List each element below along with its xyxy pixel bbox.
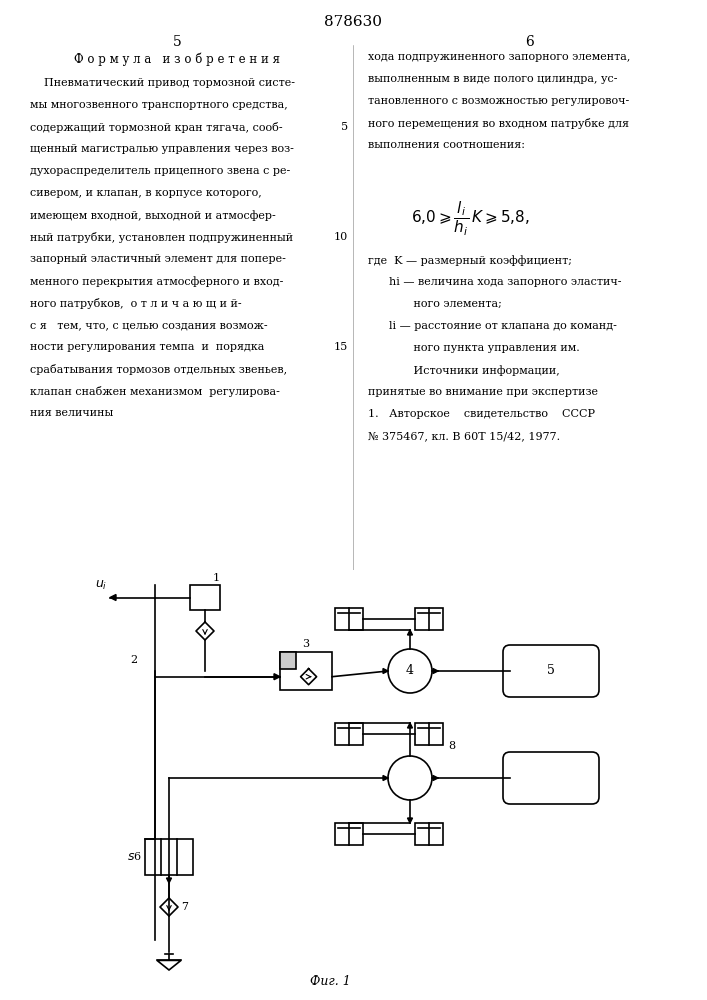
Text: $s$: $s$ (127, 850, 135, 863)
Text: 4: 4 (406, 664, 414, 678)
Text: духораспределитель прицепного звена с ре-: духораспределитель прицепного звена с ре… (30, 166, 291, 176)
Bar (335, 608, 363, 630)
Polygon shape (274, 674, 280, 680)
Polygon shape (433, 668, 438, 674)
Bar (280, 652, 296, 669)
Text: 5: 5 (547, 664, 555, 678)
Bar (335, 823, 363, 845)
Polygon shape (407, 818, 412, 823)
Text: имеющем входной, выходной и атмосфер-: имеющем входной, выходной и атмосфер- (30, 210, 276, 221)
Text: ного патрубков,  о т л и ч а ю щ и й-: ного патрубков, о т л и ч а ю щ и й- (30, 298, 242, 309)
Text: выполненным в виде полого цилиндра, ус-: выполненным в виде полого цилиндра, ус- (368, 74, 617, 84)
Polygon shape (110, 594, 116, 600)
Bar (415, 823, 443, 845)
Text: ного перемещения во входном патрубке для: ного перемещения во входном патрубке для (368, 118, 629, 129)
Text: 878630: 878630 (324, 15, 382, 29)
Text: запорный эластичный элемент для попере-: запорный эластичный элемент для попере- (30, 254, 286, 264)
Polygon shape (433, 776, 438, 780)
FancyBboxPatch shape (503, 645, 599, 697)
Text: Пневматический привод тормозной систе-: Пневматический привод тормозной систе- (30, 78, 295, 88)
Text: мы многозвенного транспортного средства,: мы многозвенного транспортного средства, (30, 100, 288, 110)
Text: Ф о р м у л а   и з о б р е т е н и я: Ф о р м у л а и з о б р е т е н и я (74, 52, 280, 66)
Polygon shape (167, 878, 172, 883)
Text: содержащий тормозной кран тягача, сооб-: содержащий тормозной кран тягача, сооб- (30, 122, 283, 133)
Text: щенный магистралью управления через воз-: щенный магистралью управления через воз- (30, 144, 294, 154)
Text: ния величины: ния величины (30, 408, 113, 418)
Text: № 375467, кл. В 60Т 15/42, 1977.: № 375467, кл. В 60Т 15/42, 1977. (368, 431, 560, 441)
Bar (190, 585, 220, 610)
Text: срабатывания тормозов отдельных звеньев,: срабатывания тормозов отдельных звеньев, (30, 364, 287, 375)
Text: сивером, и клапан, в корпусе которого,: сивером, и клапан, в корпусе которого, (30, 188, 262, 198)
Bar (280, 652, 332, 690)
Polygon shape (157, 960, 181, 970)
Text: $u_i$: $u_i$ (95, 579, 107, 592)
Text: ный патрубки, установлен подпружиненный: ный патрубки, установлен подпружиненный (30, 232, 293, 243)
Polygon shape (407, 630, 412, 635)
Text: Источники информации,: Источники информации, (368, 365, 560, 376)
Text: Фиг. 1: Фиг. 1 (310, 975, 351, 988)
Text: принятые во внимание при экспертизе: принятые во внимание при экспертизе (368, 387, 598, 397)
Bar (145, 839, 193, 875)
Polygon shape (383, 776, 388, 780)
Text: 15: 15 (334, 342, 348, 352)
Text: 3: 3 (303, 639, 310, 649)
Text: менного перекрытия атмосферного и вход-: менного перекрытия атмосферного и вход- (30, 276, 284, 287)
Polygon shape (383, 668, 388, 674)
Text: 1.   Авторское    свидетельство    СССР: 1. Авторское свидетельство СССР (368, 409, 595, 419)
Bar (415, 723, 443, 745)
Text: 6: 6 (525, 35, 534, 49)
Text: с я   тем, что, с целью создания возмож-: с я тем, что, с целью создания возмож- (30, 320, 268, 330)
Text: 6: 6 (133, 852, 140, 862)
Text: $6{,}0 \geqslant \dfrac{l_i}{h_i}\, K \geqslant 5{,}8,$: $6{,}0 \geqslant \dfrac{l_i}{h_i}\, K \g… (411, 200, 530, 238)
FancyBboxPatch shape (503, 752, 599, 804)
Text: где  K — размерный коэффициент;: где K — размерный коэффициент; (368, 255, 572, 266)
Text: 8: 8 (448, 741, 455, 751)
Text: выполнения соотношения:: выполнения соотношения: (368, 140, 525, 150)
Text: li — расстояние от клапана до команд-: li — расстояние от клапана до команд- (368, 321, 617, 331)
Bar (415, 608, 443, 630)
Text: 2: 2 (130, 655, 137, 665)
Text: 7: 7 (181, 902, 188, 912)
Text: 10: 10 (334, 232, 348, 242)
Bar (335, 723, 363, 745)
Text: hi — величина хода запорного эластич-: hi — величина хода запорного эластич- (368, 277, 621, 287)
Text: хода подпружиненного запорного элемента,: хода подпружиненного запорного элемента, (368, 52, 631, 62)
Text: 5: 5 (341, 122, 348, 132)
Text: ного пункта управления им.: ного пункта управления им. (368, 343, 580, 353)
Text: ного элемента;: ного элемента; (368, 299, 502, 309)
Text: 5: 5 (173, 35, 182, 49)
Text: клапан снабжен механизмом  регулирова-: клапан снабжен механизмом регулирова- (30, 386, 280, 397)
Text: ности регулирования темпа  и  порядка: ности регулирования темпа и порядка (30, 342, 264, 352)
Text: тановленного с возможностью регулировоч-: тановленного с возможностью регулировоч- (368, 96, 629, 106)
Text: 1: 1 (213, 573, 220, 583)
Polygon shape (407, 723, 412, 728)
